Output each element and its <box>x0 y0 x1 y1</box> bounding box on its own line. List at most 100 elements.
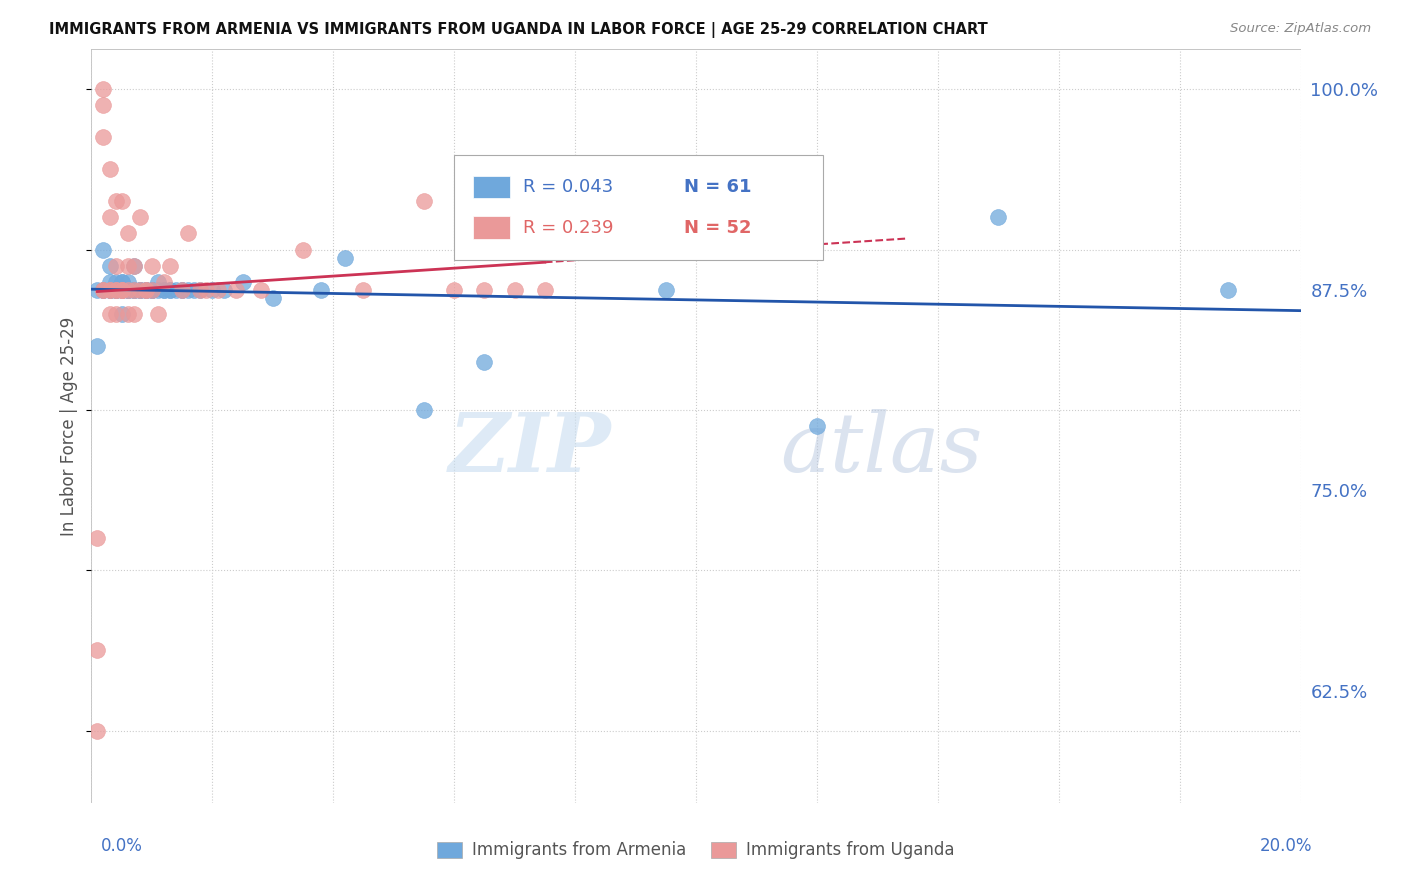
Point <box>413 403 436 417</box>
Point <box>86 339 108 353</box>
Point <box>86 283 108 297</box>
Point <box>93 243 115 257</box>
Point <box>153 283 176 297</box>
Point <box>443 283 465 297</box>
Text: 0.0%: 0.0% <box>101 837 143 855</box>
Point <box>214 283 236 297</box>
Y-axis label: In Labor Force | Age 25-29: In Labor Force | Age 25-29 <box>60 317 79 535</box>
Point <box>98 211 121 225</box>
Point <box>128 283 150 297</box>
Text: Source: ZipAtlas.com: Source: ZipAtlas.com <box>1230 22 1371 36</box>
Point <box>153 275 176 289</box>
Point <box>98 283 121 297</box>
Point <box>141 283 163 297</box>
Text: 20.0%: 20.0% <box>1260 837 1312 855</box>
Point <box>472 283 495 297</box>
Point <box>117 259 139 273</box>
Point <box>159 283 181 297</box>
Point <box>117 275 139 289</box>
Point <box>122 259 145 273</box>
Text: R = 0.239: R = 0.239 <box>523 219 613 236</box>
Point <box>135 283 157 297</box>
Point <box>183 283 205 297</box>
Point <box>111 275 132 289</box>
Point <box>98 283 121 297</box>
Point <box>262 291 284 305</box>
Point <box>117 283 139 297</box>
Point <box>117 283 139 297</box>
Point <box>153 283 176 297</box>
Point <box>111 194 132 209</box>
Point <box>564 227 586 241</box>
Point <box>93 82 115 96</box>
Point <box>352 283 374 297</box>
Point <box>141 283 163 297</box>
Point <box>231 275 253 289</box>
Point <box>98 162 121 177</box>
Point <box>111 283 132 297</box>
Text: N = 52: N = 52 <box>683 219 751 236</box>
Point <box>472 355 495 369</box>
Point <box>177 227 200 241</box>
Point <box>93 130 115 145</box>
Point <box>654 283 676 297</box>
Point <box>128 283 150 297</box>
Point <box>111 283 132 297</box>
Point <box>987 211 1010 225</box>
Point <box>128 211 150 225</box>
Point <box>335 251 357 265</box>
Point <box>93 283 115 297</box>
Point <box>201 283 224 297</box>
Point <box>172 283 194 297</box>
FancyBboxPatch shape <box>474 217 510 239</box>
Point <box>98 307 121 321</box>
Point <box>104 283 127 297</box>
Point <box>93 283 115 297</box>
FancyBboxPatch shape <box>454 154 823 260</box>
Point <box>128 283 150 297</box>
Point <box>93 98 115 112</box>
Point <box>141 283 163 297</box>
Point <box>111 283 132 297</box>
Point <box>503 283 526 297</box>
Point <box>122 259 145 273</box>
Point <box>172 283 194 297</box>
Point <box>159 283 181 297</box>
Point <box>146 283 169 297</box>
Point <box>159 259 181 273</box>
Point <box>128 283 150 297</box>
Point <box>292 243 315 257</box>
Point <box>86 723 108 738</box>
Point <box>1216 283 1239 297</box>
Point <box>117 283 139 297</box>
Point <box>104 307 127 321</box>
Point <box>165 283 187 297</box>
Point <box>98 283 121 297</box>
Point <box>104 283 127 297</box>
Point <box>104 194 127 209</box>
Point <box>86 531 108 545</box>
Point <box>98 259 121 273</box>
Point <box>111 275 132 289</box>
Point <box>98 283 121 297</box>
Text: R = 0.043: R = 0.043 <box>523 178 613 196</box>
Point <box>98 275 121 289</box>
Point <box>122 283 145 297</box>
Point <box>141 259 163 273</box>
Point <box>98 283 121 297</box>
Point <box>135 283 157 297</box>
Point <box>104 275 127 289</box>
Point <box>806 419 828 434</box>
Point <box>111 307 132 321</box>
Point <box>93 283 115 297</box>
Point <box>146 307 169 321</box>
Point <box>122 283 145 297</box>
Point <box>135 283 157 297</box>
Point <box>117 227 139 241</box>
Point <box>177 283 200 297</box>
Point <box>146 275 169 289</box>
Point <box>135 283 157 297</box>
Point <box>172 283 194 297</box>
Point <box>225 283 247 297</box>
Point <box>309 283 332 297</box>
